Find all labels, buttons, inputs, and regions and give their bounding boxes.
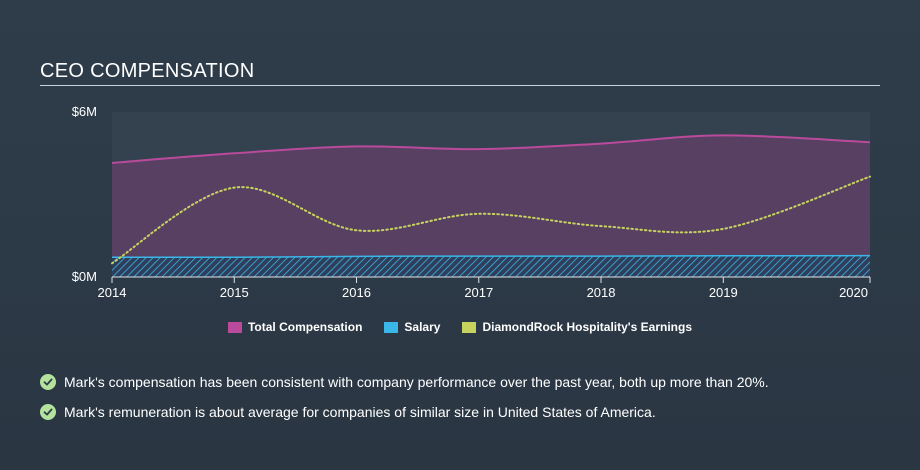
x-tick-label: 2014: [98, 285, 127, 300]
legend-item-earnings[interactable]: DiamondRock Hospitality's Earnings: [462, 320, 692, 334]
x-tick-label: 2020: [839, 285, 868, 300]
legend-label: Salary: [404, 320, 441, 334]
legend-label: DiamondRock Hospitality's Earnings: [482, 320, 693, 334]
total-compensation-line: [111, 134, 871, 164]
x-tick-label: 2016: [342, 285, 371, 300]
earnings-line: [111, 175, 871, 265]
insight-item: Mark's remuneration is about average for…: [40, 397, 769, 427]
legend-swatch: [462, 321, 477, 333]
legend-label: Total Compensation: [247, 320, 363, 334]
x-tick-label: 2017: [464, 285, 493, 300]
check-icon: [40, 404, 56, 420]
title-divider: [40, 85, 880, 86]
x-tick-label: 2015: [220, 285, 249, 300]
insight-text: Mark's compensation has been consistent …: [64, 374, 769, 390]
y-tick-label: $6M: [72, 104, 97, 119]
total-compensation-area: [112, 135, 870, 277]
x-tick-label: 2019: [709, 285, 738, 300]
insight-text: Mark's remuneration is about average for…: [64, 404, 656, 420]
legend-swatch: [227, 321, 242, 333]
insight-list: Mark's compensation has been consistent …: [40, 367, 769, 427]
x-tick-label: 2018: [587, 285, 616, 300]
legend-swatch: [384, 321, 399, 333]
y-tick-label: $0M: [72, 269, 97, 284]
compensation-chart: 2014 2015 2016 2017 2018 2019 2020 $0M $6M: [72, 104, 871, 300]
legend-item-total-compensation[interactable]: Total Compensation: [227, 320, 363, 334]
salary-area: [112, 255, 870, 277]
section-title: CEO COMPENSATION: [40, 60, 255, 82]
legend-item-salary[interactable]: Salary: [384, 320, 440, 334]
chart-legend: Total Compensation Salary DiamondRock Ho…: [0, 320, 920, 334]
insight-item: Mark's compensation has been consistent …: [40, 367, 769, 397]
salary-line: [111, 254, 871, 258]
check-icon: [40, 374, 56, 390]
